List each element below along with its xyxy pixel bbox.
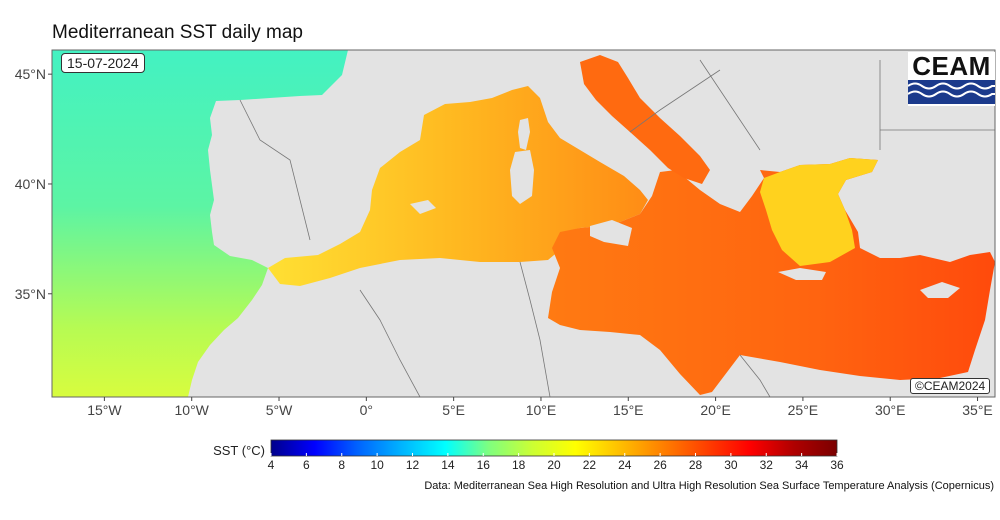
sicily-island <box>590 220 632 246</box>
cyprus-island <box>920 282 960 298</box>
colorbar-tick-label: 4 <box>268 458 275 472</box>
colorbar-tick-label: 18 <box>512 458 526 472</box>
adriatic-sea <box>580 55 710 184</box>
ceam-logo: CEAM <box>907 51 995 106</box>
colorbar-tick-label: 26 <box>653 458 667 472</box>
colorbar-tick-label: 30 <box>724 458 738 472</box>
colorbar-tick-label: 34 <box>795 458 809 472</box>
latitude-axis: 45°N 40°N 35°N <box>15 66 52 302</box>
date-badge: 15-07-2024 <box>61 53 145 73</box>
longitude-axis: 15°W 10°W 5°W 0° 5°E 10°E 15°E 20°E 25°E 30°E 35°E <box>87 397 993 418</box>
latitude-tick-label: 45°N <box>15 66 46 82</box>
colorbar-tick-label: 24 <box>618 458 632 472</box>
logo-text: CEAM <box>912 51 991 81</box>
atlantic-ocean <box>52 50 348 397</box>
colorbar-tick-label: 32 <box>760 458 774 472</box>
colorbar-tick-label: 22 <box>583 458 597 472</box>
latitude-tick-label: 35°N <box>15 286 46 302</box>
longitude-tick-label: 20°E <box>700 402 731 418</box>
colorbar-tick-label: 6 <box>303 458 310 472</box>
colorbar-tick-label: 14 <box>441 458 455 472</box>
map-title: Mediterranean SST daily map <box>52 22 303 43</box>
islands <box>410 118 960 298</box>
latitude-tick-label: 40°N <box>15 176 46 192</box>
colorbar-tick-label: 16 <box>477 458 491 472</box>
balearic-islands <box>410 200 436 214</box>
colorbar-tick-label: 28 <box>689 458 703 472</box>
colorbar-tick-label: 12 <box>406 458 420 472</box>
longitude-tick-label: 25°E <box>788 402 819 418</box>
longitude-tick-label: 10°E <box>526 402 557 418</box>
longitude-tick-label: 5°E <box>442 402 465 418</box>
colorbar-ticks: 4 6 8 10 12 14 16 18 20 22 24 26 28 30 32 34 36 <box>268 453 844 472</box>
longitude-tick-label: 30°E <box>875 402 906 418</box>
country-borders <box>239 59 995 397</box>
sardinia-island <box>510 150 534 204</box>
longitude-tick-label: 15°E <box>613 402 644 418</box>
longitude-tick-label: 35°E <box>962 402 993 418</box>
colorbar-tick-label: 20 <box>547 458 561 472</box>
colorbar-tick-label: 8 <box>338 458 345 472</box>
colorbar-tick-label: 36 <box>830 458 844 472</box>
crete-island <box>778 268 826 280</box>
longitude-tick-label: 5°W <box>266 402 293 418</box>
longitude-tick-label: 10°W <box>175 402 210 418</box>
longitude-tick-label: 0° <box>360 402 373 418</box>
corsica-island <box>518 118 530 150</box>
copyright-badge: ©CEAM2024 <box>910 378 991 394</box>
waves-icon <box>907 80 995 104</box>
longitude-tick-label: 15°W <box>87 402 122 418</box>
eastern-mediterranean <box>548 158 995 395</box>
colorbar-label: SST (°C) <box>213 443 265 458</box>
aegean-sea <box>760 158 878 266</box>
colorbar: SST (°C) 4 6 8 10 12 14 16 18 20 22 24 26 28 30 32 34 36 <box>213 439 844 472</box>
colorbar-tick-label: 10 <box>370 458 384 472</box>
map-frame <box>51 49 996 398</box>
data-source-note: Data: Mediterranean Sea High Resolution … <box>424 480 994 492</box>
western-mediterranean <box>268 86 648 286</box>
